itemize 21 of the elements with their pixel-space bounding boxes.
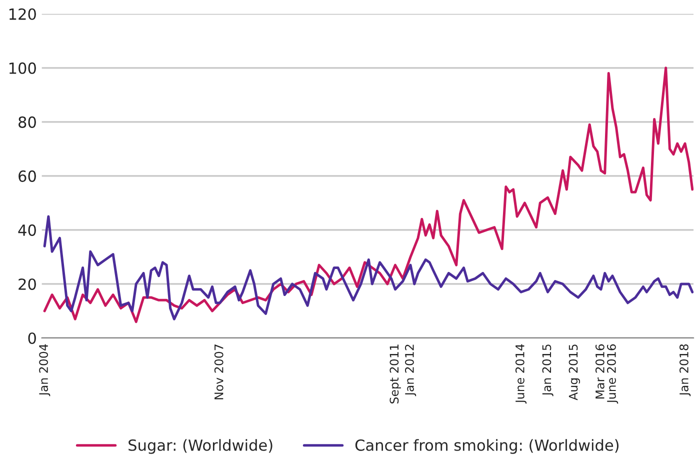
y-tick-label: 40 xyxy=(18,224,36,236)
y-tick-label: 60 xyxy=(18,170,36,182)
x-tick-label: June 2016 xyxy=(606,344,618,404)
y-tick-label: 0 xyxy=(28,332,36,344)
x-tick-label: Jan 2004 xyxy=(39,344,50,396)
x-tick-label: Jan 2015 xyxy=(542,344,554,396)
x-tick-label: Aug 2015 xyxy=(568,344,580,400)
y-tick-label: 120 xyxy=(9,8,36,20)
line-series xyxy=(43,215,694,320)
x-tick-label: Jan 2012 xyxy=(404,344,416,396)
x-tick-label: June 2014 xyxy=(515,344,527,404)
x-tick-label: Sept 2011 xyxy=(390,344,401,404)
x-tick-label: Nov 2007 xyxy=(214,344,224,400)
y-tick-label: 20 xyxy=(18,278,36,290)
line-series xyxy=(43,66,694,324)
x-tick-label: Mar 2016 xyxy=(595,344,604,398)
y-tick-label: 100 xyxy=(9,62,36,74)
legend-label: Cancer from smoking: (Worldwide) xyxy=(355,439,619,454)
x-tick-label: Jan 2018 xyxy=(679,344,691,396)
y-tick-label: 80 xyxy=(18,116,36,128)
legend-label: Sugar: (Worldwide) xyxy=(128,439,272,454)
